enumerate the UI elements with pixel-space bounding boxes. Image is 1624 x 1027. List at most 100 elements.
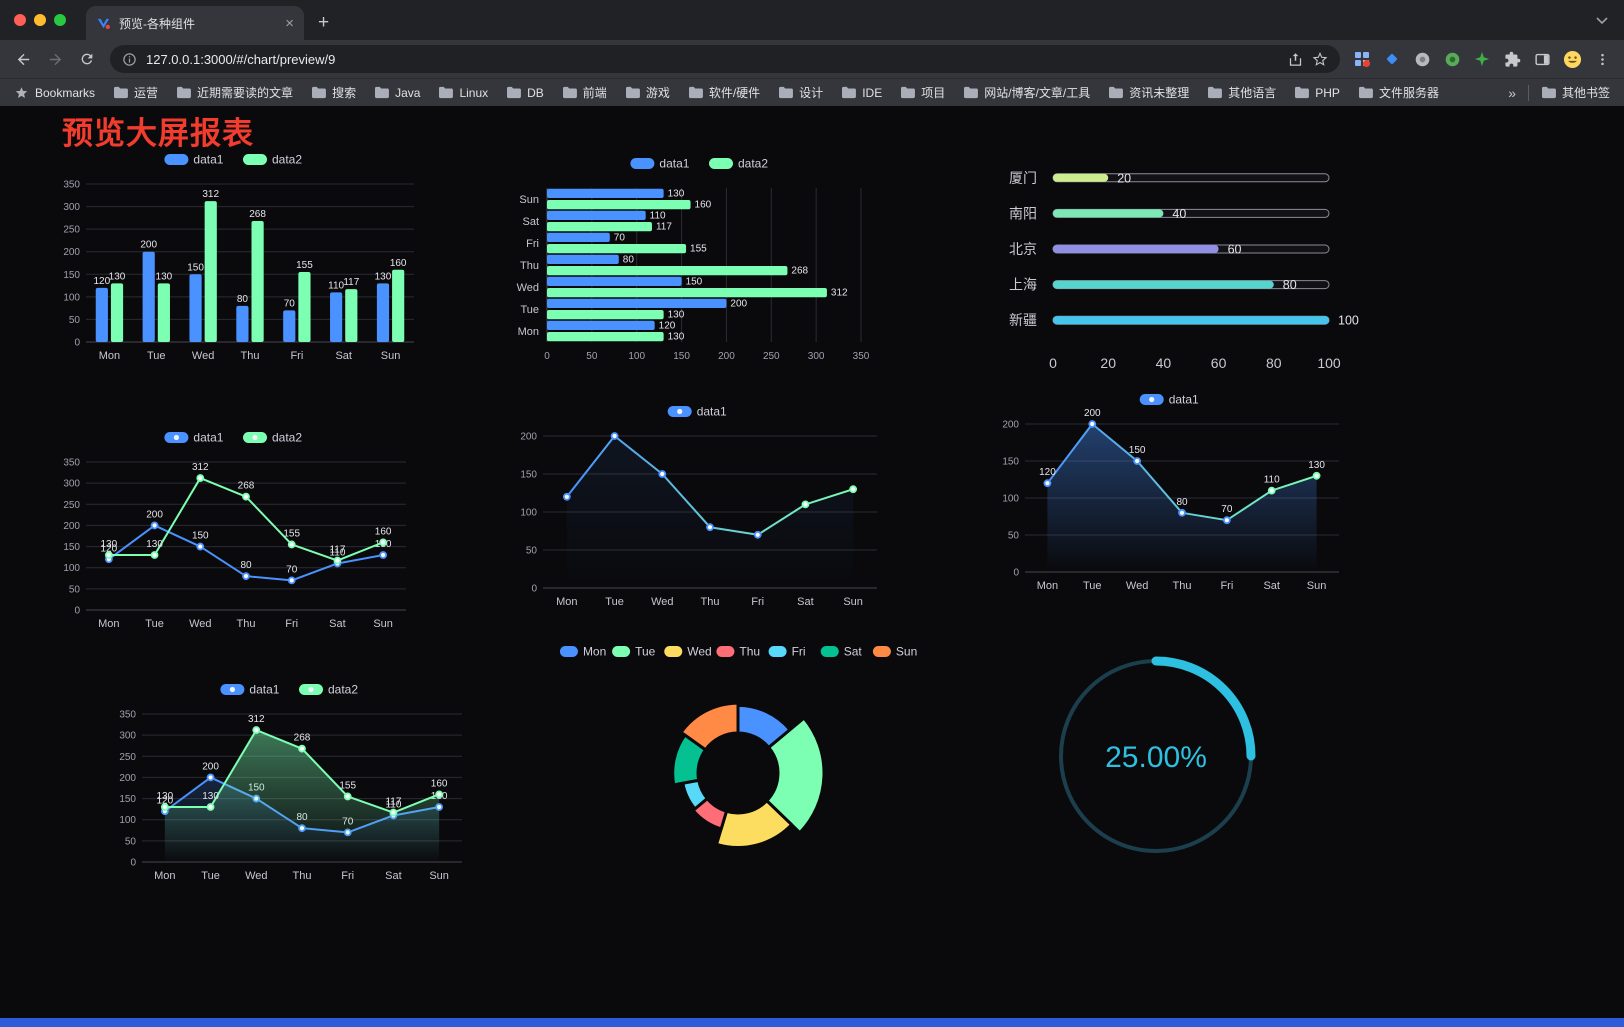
- bookmark-folder[interactable]: 网站/博客/文章/工具: [963, 84, 1090, 101]
- svg-text:350: 350: [119, 710, 136, 721]
- extensions-puzzle-button[interactable]: [1498, 45, 1526, 73]
- maximize-window-button[interactable]: [54, 14, 66, 26]
- minimize-window-button[interactable]: [34, 14, 46, 26]
- close-window-button[interactable]: [14, 14, 26, 26]
- svg-text:Tue: Tue: [145, 618, 164, 630]
- svg-text:312: 312: [202, 189, 219, 200]
- folder-icon: [507, 86, 522, 99]
- svg-text:250: 250: [63, 225, 80, 236]
- svg-text:Tue: Tue: [520, 304, 539, 316]
- extension-button[interactable]: [1348, 45, 1376, 73]
- bookmark-folder[interactable]: 资讯未整理: [1108, 84, 1189, 101]
- svg-text:110: 110: [650, 211, 666, 222]
- new-tab-button[interactable]: +: [318, 12, 330, 33]
- svg-text:0: 0: [74, 338, 80, 349]
- svg-text:150: 150: [1002, 457, 1019, 468]
- arrow-left-icon: [17, 53, 29, 65]
- svg-text:130: 130: [668, 332, 685, 343]
- url-bar[interactable]: 127.0.0.1:3000/#/chart/preview/9: [110, 45, 1340, 73]
- bookmark-folder[interactable]: DB: [506, 86, 544, 100]
- svg-text:Mon: Mon: [154, 870, 175, 882]
- svg-text:312: 312: [248, 714, 265, 725]
- svg-text:200: 200: [140, 240, 157, 251]
- progress-bar-chart[interactable]: 厦门 20 南阳 40 北京 60 上海 80 新疆 100 0 20 40 60 80 100: [995, 146, 1375, 378]
- other-bookmarks-item[interactable]: 其他书签: [1541, 84, 1610, 101]
- bookmark-folder[interactable]: 游戏: [625, 84, 670, 101]
- svg-text:0: 0: [74, 606, 80, 617]
- drop-extension-icon: [1387, 54, 1397, 64]
- svg-text:60: 60: [1228, 243, 1242, 257]
- extension-button[interactable]: [1408, 45, 1436, 73]
- site-info-icon[interactable]: [122, 52, 137, 67]
- bookmark-folder[interactable]: 运营: [113, 84, 158, 101]
- svg-text:200: 200: [146, 509, 163, 520]
- folder-icon: [1541, 86, 1556, 99]
- folder-icon: [1109, 86, 1124, 99]
- svg-text:100: 100: [520, 508, 537, 519]
- bookmark-folder[interactable]: 项目: [900, 84, 945, 101]
- svg-text:Wed: Wed: [189, 618, 211, 630]
- star-icon: [1312, 51, 1328, 66]
- bookmark-folder-label: 网站/博客/文章/工具: [984, 86, 1091, 100]
- grouped-bar-chart[interactable]: data1 data2 0 50 100 150 200 250 300 350 Mon Tue Wed…: [46, 146, 424, 368]
- line-chart-area[interactable]: data1 0 50 100 150 200 Mon Tue Wed Thu Fri Sat Sun 12…: [985, 386, 1357, 598]
- svg-text:100: 100: [628, 351, 645, 362]
- svg-text:Mon: Mon: [556, 596, 577, 608]
- share-button[interactable]: [1288, 52, 1303, 67]
- bookmark-folder[interactable]: 设计: [778, 84, 823, 101]
- extension-button[interactable]: [1468, 45, 1496, 73]
- rose-pie-chart[interactable]: Mon Tue Wed Thu Fri Sat Sun: [540, 638, 936, 870]
- folder-icon: [312, 86, 326, 99]
- bookmark-folder[interactable]: 近期需要读的文章: [176, 84, 293, 101]
- svg-text:Wed: Wed: [192, 350, 214, 362]
- forward-button[interactable]: [40, 44, 70, 74]
- bookmark-folder[interactable]: Linux: [438, 86, 488, 100]
- bookmark-folder[interactable]: 其他语言: [1207, 84, 1276, 101]
- svg-text:100: 100: [1338, 314, 1359, 328]
- svg-text:Sun: Sun: [1307, 580, 1327, 592]
- bookmark-folder[interactable]: Java: [374, 86, 420, 100]
- line-chart-gradient[interactable]: data1 0 50 100 150 200 Mon Tue Wed Thu Fri Sat Sun: [503, 398, 895, 614]
- bookmark-star-button[interactable]: [1312, 51, 1328, 67]
- svg-text:250: 250: [763, 351, 780, 362]
- svg-text:上海: 上海: [1009, 277, 1037, 293]
- folder-icon: [901, 86, 916, 99]
- menu-button[interactable]: [1588, 45, 1616, 73]
- bookmark-folder-label: 设计: [799, 86, 824, 100]
- extension-button[interactable]: [1378, 45, 1406, 73]
- tab-close-icon[interactable]: ×: [285, 14, 294, 32]
- svg-text:70: 70: [614, 233, 626, 244]
- svg-text:300: 300: [808, 351, 825, 362]
- bookmark-folder[interactable]: 前端: [562, 84, 607, 101]
- svg-text:120: 120: [1039, 467, 1056, 478]
- side-panel-button[interactable]: [1528, 45, 1556, 73]
- svg-text:Sun: Sun: [429, 870, 449, 882]
- bookmark-folder[interactable]: PHP: [1294, 86, 1340, 100]
- reload-button[interactable]: [72, 44, 102, 74]
- bookmark-folder[interactable]: IDE: [841, 86, 882, 100]
- svg-text:70: 70: [1221, 504, 1233, 515]
- bookmark-folder[interactable]: 搜索: [311, 84, 356, 101]
- svg-text:Mon: Mon: [518, 326, 539, 338]
- line-chart-two-series-area[interactable]: data1 data2 0 50 100 150 200 250 300 350 Mon Tue Wed…: [102, 676, 480, 888]
- bookmark-folder[interactable]: 文件服务器: [1358, 84, 1439, 101]
- line-chart-two-series[interactable]: data1 data2 0 50 100 150 200 250 300 350 Mon Tue Wed…: [46, 424, 424, 636]
- extension-button[interactable]: [1438, 45, 1466, 73]
- bookmark-folder[interactable]: 软件/硬件: [688, 84, 760, 101]
- svg-text:data1: data1: [659, 157, 689, 171]
- folder-icon: [1358, 86, 1373, 99]
- tab-search-chevron-icon[interactable]: [1596, 12, 1624, 40]
- browser-tab[interactable]: 预览-各种组件 ×: [86, 6, 304, 40]
- svg-text:Thu: Thu: [241, 350, 260, 362]
- profile-avatar[interactable]: [1558, 45, 1586, 73]
- back-button[interactable]: [8, 44, 38, 74]
- horizontal-bar-chart[interactable]: data1 data2 0 50 100 150 200 250 300 350 Mon Tue Wed…: [505, 150, 897, 368]
- svg-text:Sun: Sun: [381, 350, 401, 362]
- bookmarks-manager-item[interactable]: Bookmarks: [14, 85, 95, 100]
- gauge-chart[interactable]: 25.00%: [1028, 640, 1284, 872]
- svg-text:Tue: Tue: [201, 870, 220, 882]
- svg-text:300: 300: [63, 202, 80, 213]
- bookmarks-overflow-chevron[interactable]: »: [1508, 84, 1516, 101]
- svg-text:150: 150: [686, 277, 703, 288]
- svg-text:50: 50: [526, 546, 538, 557]
